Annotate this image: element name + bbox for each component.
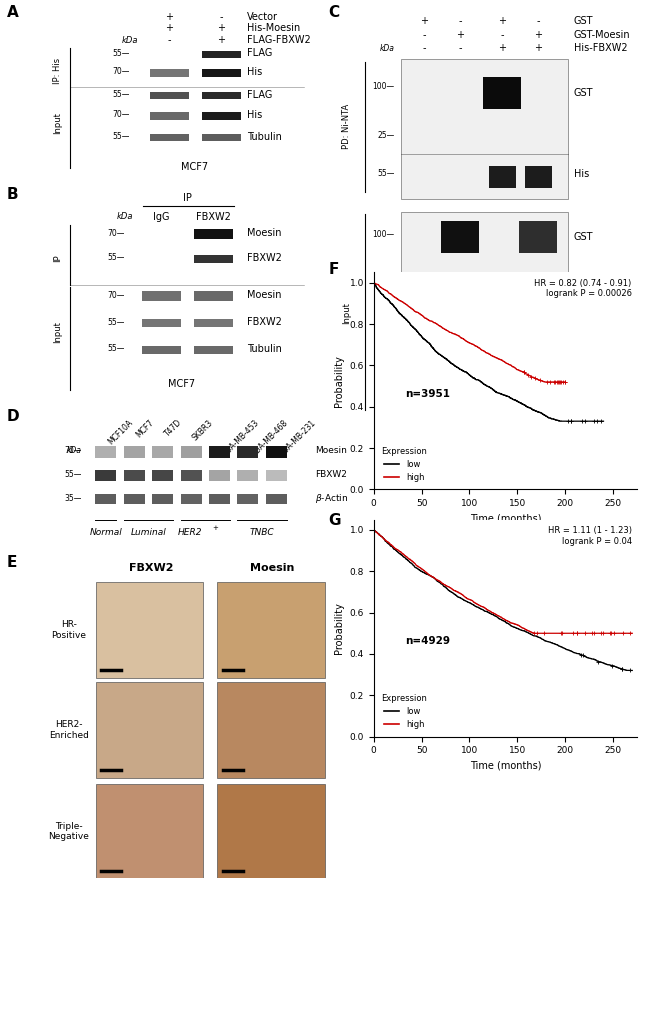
Text: G: G (328, 513, 341, 528)
Text: 55—: 55— (107, 318, 125, 327)
Text: His: His (247, 110, 262, 120)
Text: IP: IP (53, 254, 62, 261)
Text: -: - (422, 43, 426, 53)
Bar (209, 469, 230, 481)
Bar (202, 50, 240, 58)
Bar (202, 69, 240, 77)
Bar (142, 346, 181, 354)
Text: Normal: Normal (90, 529, 122, 537)
Text: n=3951: n=3951 (406, 388, 450, 399)
Bar (217, 784, 325, 880)
Text: $\beta$-Actin: $\beta$-Actin (315, 492, 348, 506)
Text: +: + (498, 16, 506, 26)
Text: MDA-MB-468: MDA-MB-468 (248, 418, 289, 459)
Text: 70—: 70— (112, 68, 130, 77)
Bar (202, 112, 240, 120)
Text: +: + (165, 12, 173, 22)
Bar (441, 221, 479, 252)
Text: 55—: 55— (107, 253, 125, 262)
Bar (400, 60, 568, 199)
Bar (194, 346, 233, 354)
Text: FBXW2: FBXW2 (196, 212, 231, 222)
Text: FLAG-FBXW2: FLAG-FBXW2 (247, 35, 311, 45)
Bar (181, 494, 202, 504)
X-axis label: Time (months): Time (months) (469, 514, 541, 524)
Text: SKBR3: SKBR3 (191, 418, 215, 442)
Text: Input: Input (53, 322, 62, 343)
Bar (96, 582, 203, 678)
Bar (181, 446, 202, 458)
Text: F: F (328, 262, 339, 277)
Text: GST: GST (574, 88, 593, 98)
Bar (519, 221, 557, 252)
Text: +: + (456, 30, 464, 39)
Text: kDa: kDa (67, 446, 82, 455)
Bar (209, 494, 230, 504)
Bar (96, 784, 203, 880)
Text: HER2: HER2 (177, 529, 202, 537)
Text: 100—: 100— (372, 230, 395, 239)
Text: MDA-MB-231: MDA-MB-231 (276, 418, 317, 459)
Text: His-Moesin: His-Moesin (247, 23, 300, 33)
Text: kDa: kDa (380, 43, 395, 52)
Bar (237, 469, 258, 481)
Text: 70—: 70— (112, 110, 130, 119)
Text: FBXW2: FBXW2 (247, 253, 282, 263)
Bar (124, 446, 145, 458)
Bar (525, 165, 551, 189)
Text: FLAG: FLAG (247, 48, 272, 59)
Bar (400, 212, 568, 414)
Text: kDa: kDa (116, 212, 133, 221)
Y-axis label: Probability: Probability (334, 355, 344, 407)
Text: His: His (574, 169, 589, 179)
Bar (489, 165, 515, 189)
Bar (266, 469, 287, 481)
Text: 55—: 55— (112, 132, 130, 141)
Text: Luminal: Luminal (131, 529, 166, 537)
Text: Moesin: Moesin (315, 446, 347, 455)
Text: +: + (217, 35, 225, 45)
Bar (150, 112, 188, 120)
X-axis label: Time (months): Time (months) (469, 761, 541, 771)
Text: -: - (422, 30, 426, 39)
Text: -: - (167, 35, 171, 45)
Text: Moesin: Moesin (247, 291, 281, 300)
Text: -: - (536, 16, 540, 26)
Text: Input: Input (342, 303, 351, 324)
Text: n=4929: n=4929 (406, 636, 450, 646)
Text: E: E (6, 555, 17, 570)
Text: kDa: kDa (122, 35, 138, 44)
Text: His: His (247, 67, 262, 77)
Text: -: - (500, 30, 504, 39)
Bar (96, 469, 116, 481)
Bar (150, 69, 188, 77)
Bar (202, 134, 240, 141)
Text: HR = 0.82 (0.74 - 0.91)
logrank P = 0.00026: HR = 0.82 (0.74 - 0.91) logrank P = 0.00… (534, 278, 632, 299)
Bar (150, 134, 188, 141)
Bar (142, 292, 181, 301)
Text: Moesin: Moesin (250, 563, 294, 573)
Text: 70—: 70— (64, 446, 82, 455)
Text: +: + (217, 23, 225, 33)
Bar (194, 254, 233, 263)
Bar (209, 446, 230, 458)
Text: +: + (213, 525, 218, 531)
Text: 35—: 35— (64, 494, 82, 503)
Bar (142, 319, 181, 327)
Text: HR-
Positive: HR- Positive (51, 621, 86, 640)
Text: TNBC: TNBC (250, 529, 274, 537)
Text: MDA-MB-453: MDA-MB-453 (220, 418, 261, 459)
Text: FBXW2: FBXW2 (247, 317, 282, 327)
Legend: low, high: low, high (378, 443, 430, 485)
Text: 55—: 55— (64, 470, 82, 479)
Text: GST: GST (574, 16, 593, 26)
Text: IP: IP (183, 193, 192, 203)
Bar (486, 284, 518, 316)
Text: -: - (459, 43, 462, 53)
Bar (489, 356, 515, 378)
Bar (237, 494, 258, 504)
Text: PD: Ni-NTA: PD: Ni-NTA (342, 104, 351, 149)
Text: 100—: 100— (372, 82, 395, 91)
Text: MCF7: MCF7 (181, 161, 209, 172)
Text: Input: Input (53, 112, 62, 134)
